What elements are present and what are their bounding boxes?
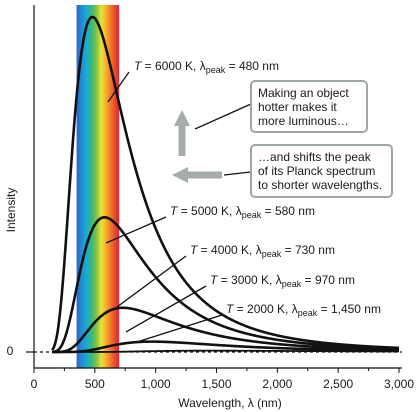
leader-line [116,255,187,308]
curve-label-4000k: T = 4000 K, λpeak = 730 nm [190,243,335,259]
curve-label-5000k: T = 5000 K, λpeak = 580 nm [170,204,315,220]
callout-text-line: of its Planck spectrum [258,164,375,178]
leader-line [107,71,130,103]
x-axis-title: Wavelength, λ (nm) [178,396,282,410]
visible-spectrum-band [76,5,120,368]
callout-text-line: more luminous… [258,114,349,128]
x-tick-label: 3,000 [384,377,414,391]
curve-label-2000k: T = 2000 K, λpeak = 1,450 nm [226,302,381,318]
curve-label-6000k: T = 6000 K, λpeak = 480 nm [134,59,279,75]
label-leader-lines [105,71,223,343]
leader-line [136,314,223,343]
series-line-4000k [51,306,400,354]
series-line-6000k [51,15,400,351]
x-axis-ticks: 0 500 1,000 1,500 2,000 2,500 3,000 [31,368,414,391]
callout-connector [194,103,252,130]
x-tick-label: 1,000 [141,377,171,391]
series-line-2000k [51,349,400,353]
callout-text-line: Making an object [258,86,349,100]
curves [51,15,400,354]
curve-label-3000k: T = 3000 K, λpeak = 970 nm [210,273,355,289]
y-axis-title: Intensity [4,188,18,233]
series-line-5000k [51,216,400,354]
callout-connector [223,171,252,176]
leader-line [125,285,207,333]
leader-line [105,216,167,244]
x-tick-label: 1,500 [201,377,231,391]
callout-text-line: hotter makes it [258,100,337,114]
arrow-left-icon [172,167,222,183]
x-tick-label: 500 [85,377,105,391]
callout-text-line: …and shifts the peak [258,150,372,164]
x-tick-label: 2,500 [323,377,353,391]
curve-labels: T = 6000 K, λpeak = 480 nm T = 5000 K, λp… [134,59,381,318]
x-tick-label: 0 [31,377,38,391]
callout-text-line: to shorter wavelengths. [258,178,382,192]
series-line-3000k [51,340,400,354]
arrow-up-icon [174,110,190,156]
x-tick-label: 2,000 [262,377,292,391]
y-axis-zero-label: 0 [7,344,14,358]
